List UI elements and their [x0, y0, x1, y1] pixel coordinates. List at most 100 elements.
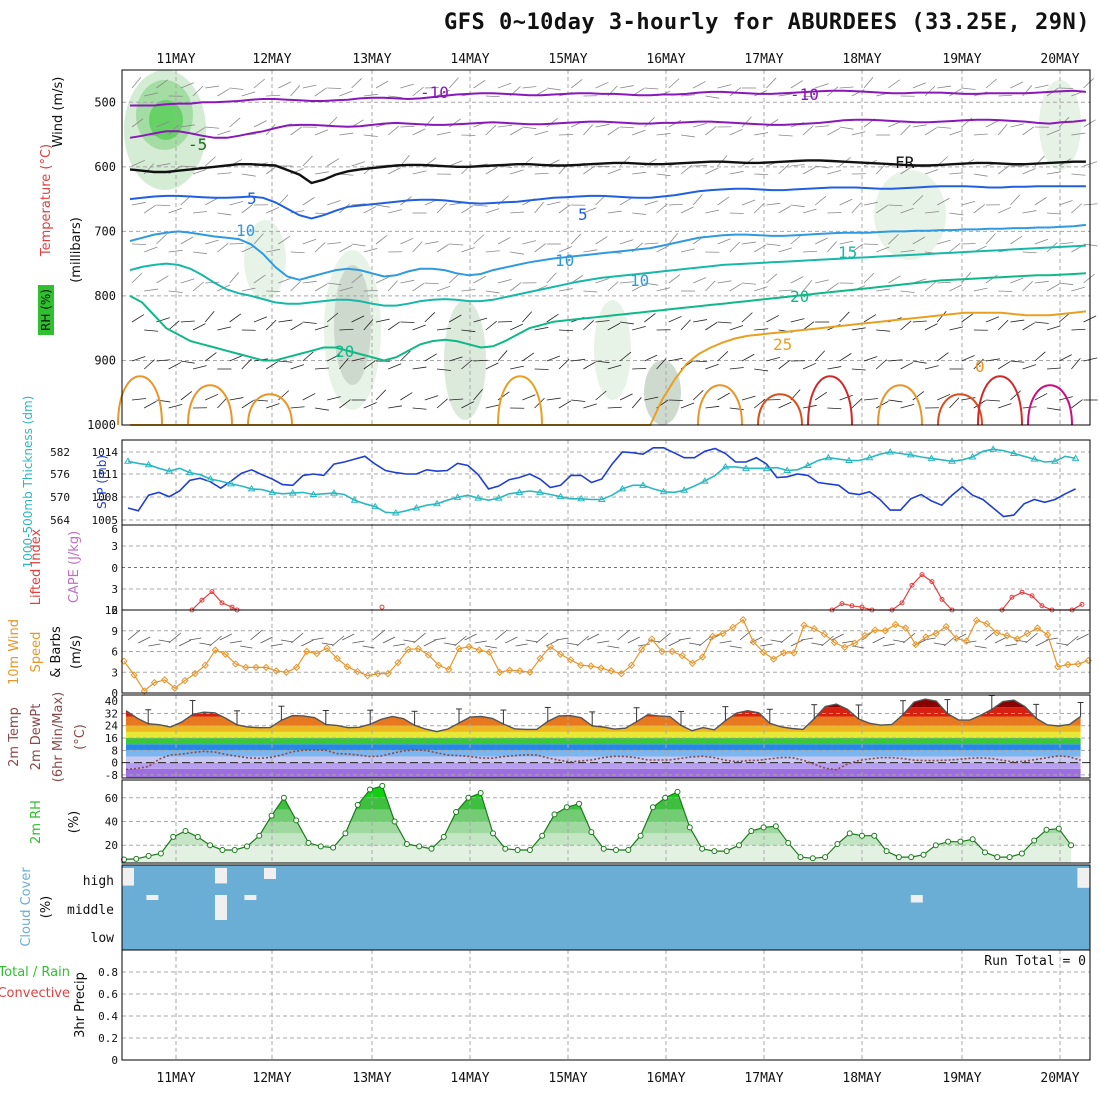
date-label-bottom: 15MAY: [548, 1071, 587, 1086]
rh-point: [454, 810, 459, 815]
wind10-barb: [801, 638, 813, 640]
rh-point: [515, 847, 520, 852]
wind10-tick-label: 6: [111, 646, 118, 659]
rh-point: [331, 845, 336, 850]
wind-barb: [876, 330, 890, 331]
wind-barb: [1023, 85, 1032, 96]
wind10-barb: [332, 636, 344, 646]
wind10-barb: [689, 643, 701, 645]
rh-point: [134, 856, 139, 861]
wind10-barb: [526, 640, 538, 642]
wind-barb: [962, 201, 976, 205]
wind-barb: [169, 291, 183, 292]
rh-point: [810, 856, 815, 861]
date-label-top: 19MAY: [942, 52, 981, 67]
wind-barb: [962, 314, 973, 322]
wind-barb: [169, 321, 180, 330]
wind-barb: [1035, 239, 1048, 244]
wind-barb: [193, 366, 207, 369]
rh-point: [724, 849, 729, 854]
rh-point: [638, 833, 643, 838]
temp-contour-FR: [130, 160, 1086, 183]
wind-barb: [291, 281, 301, 291]
wind10-barb: [883, 644, 895, 646]
wind10-barb: [179, 640, 191, 646]
rh-point: [650, 805, 655, 810]
rh-tick-label: 20: [105, 839, 118, 852]
wind-barb: [474, 235, 484, 244]
wind10-barb: [771, 640, 783, 642]
wind10-barb: [403, 640, 415, 642]
wind-barb: [230, 398, 244, 400]
cloud-cell-middle: [146, 895, 158, 900]
wind10-barb: [159, 640, 171, 642]
wind-barb: [608, 407, 622, 408]
wind10-barb: [393, 644, 405, 646]
temp-band: [122, 769, 1090, 778]
wind-barb: [388, 322, 399, 330]
run-total-label: Run Total = 0: [984, 954, 1086, 969]
thickness-frame: [122, 440, 1090, 525]
wind-barb: [803, 126, 813, 135]
rh-blob: [874, 170, 946, 260]
rh-band: [122, 798, 1090, 810]
wind-barb: [498, 83, 511, 88]
wind-barb: [510, 324, 523, 330]
wind-barb: [486, 167, 498, 174]
wind-barb: [132, 202, 146, 205]
wind10-barb: [577, 636, 589, 646]
wind-barb: [400, 238, 413, 244]
wind-barb: [547, 273, 557, 283]
wind-barb: [583, 404, 596, 408]
temp-band: [122, 707, 1090, 716]
wind-barb: [986, 317, 999, 322]
wind-barb: [474, 276, 486, 283]
wind-barb: [376, 235, 387, 244]
ylabel-convective: Convective: [0, 986, 70, 1001]
wind10-barb: [352, 641, 364, 643]
wind-barb: [315, 172, 329, 174]
wind-barb: [205, 353, 216, 361]
ylabel-cloud-cover: Cloud Cover: [19, 867, 34, 947]
wind-barb: [352, 244, 366, 246]
wind-barb: [242, 92, 255, 96]
wind-barb: [669, 79, 679, 88]
wind-barb: [876, 289, 890, 291]
wind-barb: [998, 95, 1012, 96]
wind-barb: [437, 399, 448, 408]
wind-barb: [925, 169, 938, 174]
wind10-barb: [485, 646, 497, 648]
rh-point: [687, 825, 692, 830]
wind-barb: [1047, 368, 1061, 369]
wind-barb: [840, 127, 854, 129]
warm-contour: [758, 394, 802, 425]
wind-barb: [303, 197, 315, 205]
wind-barb: [315, 88, 326, 96]
wind-barb: [986, 121, 998, 127]
wind-barb: [486, 405, 500, 408]
rh-band: [122, 810, 1090, 822]
temp-band: [122, 695, 1090, 707]
wind-barb: [437, 286, 450, 291]
wind-barb: [608, 169, 621, 174]
rh-band: [122, 833, 1090, 845]
wind-barb: [705, 126, 716, 135]
wind-barb: [144, 360, 154, 369]
wind-barb: [193, 282, 204, 291]
wind10-barb: [628, 637, 640, 643]
wind-barb: [291, 85, 300, 96]
temp-band: [122, 738, 1090, 744]
wind-barb: [949, 327, 963, 330]
wind-barb: [583, 250, 597, 252]
rh-point: [404, 842, 409, 847]
wind-barb: [608, 282, 618, 291]
wind-barb: [291, 365, 304, 369]
cloud-cell-high: [264, 868, 276, 879]
cloud-cell-high: [122, 868, 134, 886]
wind-barb: [840, 87, 854, 88]
rh-point: [195, 834, 200, 839]
wind10-barb: [240, 646, 252, 648]
date-label-top: 20MAY: [1040, 52, 1079, 67]
contour-label: 20: [335, 342, 354, 361]
